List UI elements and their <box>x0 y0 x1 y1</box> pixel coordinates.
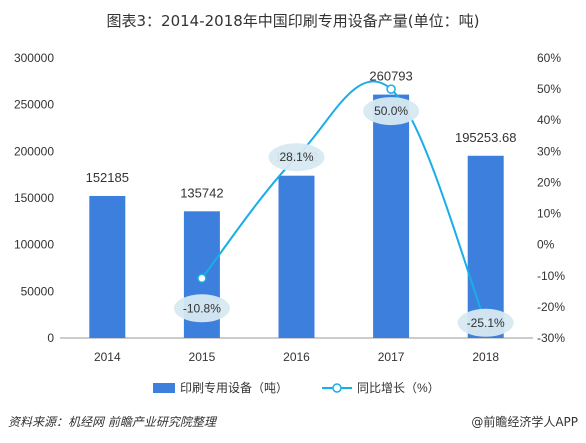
legend-label-line: 同比增长（%） <box>357 381 440 395</box>
x-tick-label: 2017 <box>378 350 405 364</box>
y-right-tick-label: 0% <box>537 238 555 252</box>
growth-value-label: -25.1% <box>467 316 505 330</box>
growth-label-bubble <box>457 308 514 337</box>
growth-value-label: 50.0% <box>374 104 408 118</box>
y-left-tick-label: 300000 <box>14 51 54 65</box>
axes-layer: 0 50000 100000 150000 200000 250000 300000 -30%… <box>14 51 565 364</box>
y-left-tick-label: 100000 <box>14 238 54 252</box>
chart-title: 图表3：2014-2018年中国印刷专用设备产量(单位：吨) <box>106 12 480 30</box>
growth-point <box>386 84 396 94</box>
brand-label: @前瞻经济学人APP <box>471 415 578 429</box>
growth-point <box>197 273 207 284</box>
y-right-tick-label: 40% <box>537 113 561 127</box>
y-left-tick-label: 250000 <box>14 98 54 112</box>
legend-layer: 印刷专用设备（吨） 同比增长（%） <box>153 380 440 395</box>
x-tick-label: 2015 <box>189 350 216 364</box>
x-tick-label: 2014 <box>94 350 121 364</box>
growth-label-bubble <box>268 143 325 172</box>
x-tick-label: 2016 <box>283 350 310 364</box>
y-left-tick-label: 50000 <box>21 284 55 298</box>
labels-layer: 152185135742173892260793195253.68-10.8%2… <box>86 69 516 337</box>
y-right-tick-label: -20% <box>537 300 565 314</box>
legend-label-bar: 印刷专用设备（吨） <box>180 380 288 395</box>
growth-value-label: -10.8% <box>183 301 221 315</box>
bar-value-label: 260793 <box>369 69 412 84</box>
bar <box>373 94 410 338</box>
growth-label-bubble <box>173 294 230 323</box>
bar-value-label: 135742 <box>180 185 223 200</box>
source-note: 资料来源：机经网 前瞻产业研究院整理 <box>8 415 216 429</box>
legend-swatch-bar <box>153 383 175 393</box>
bar <box>278 175 315 338</box>
y-left-tick-label: 150000 <box>14 191 54 205</box>
legend-swatch-marker <box>332 383 342 393</box>
y-right-tick-label: -10% <box>537 269 565 283</box>
growth-line <box>201 80 487 324</box>
y-right-tick-label: 60% <box>537 51 561 65</box>
growth-value-label: 28.1% <box>279 150 313 164</box>
line-layer <box>197 80 491 328</box>
bar <box>89 195 126 338</box>
y-right-tick-label: 20% <box>537 175 561 189</box>
y-right-tick-label: -30% <box>537 331 565 345</box>
bar <box>467 155 504 338</box>
x-tick-label: 2018 <box>472 350 499 364</box>
y-right-tick-label: 50% <box>537 82 561 96</box>
y-left-tick-label: 0 <box>47 331 54 345</box>
y-left-tick-label: 200000 <box>14 144 54 158</box>
y-right-tick-label: 10% <box>537 207 561 221</box>
y-right-tick-label: 30% <box>537 144 561 158</box>
growth-label-bubble <box>363 97 420 126</box>
bar-value-label: 195253.68 <box>455 130 516 145</box>
bars-layer <box>89 94 504 338</box>
bar-value-label: 152185 <box>86 170 129 185</box>
